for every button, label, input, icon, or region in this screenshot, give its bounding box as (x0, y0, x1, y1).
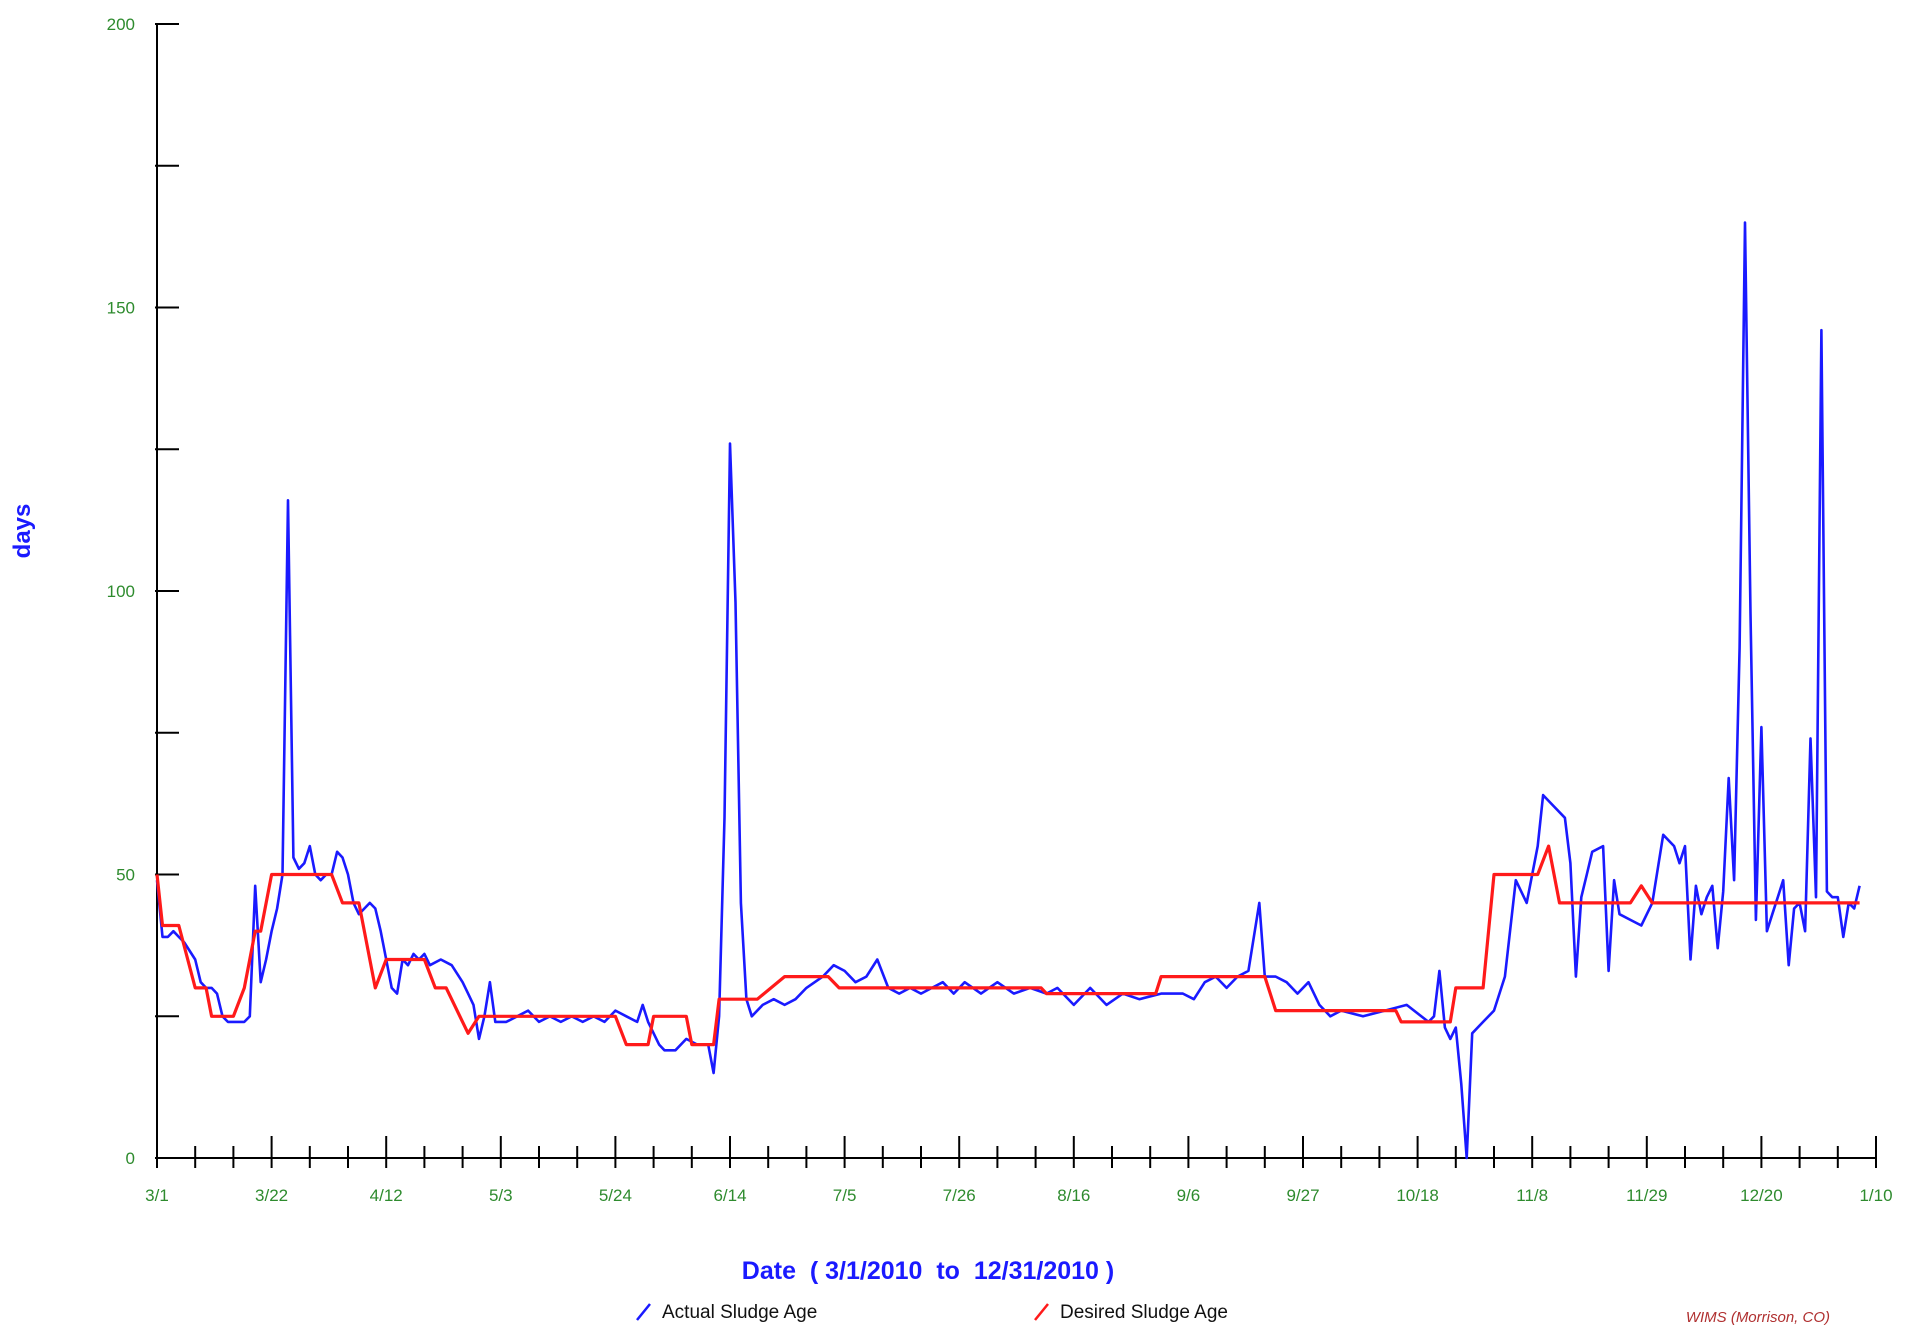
x-tick-label-6-14: 6/14 (713, 1186, 746, 1205)
legend-label-actual: Actual Sludge Age (662, 1302, 817, 1323)
x-tick-label-7-5: 7/5 (833, 1186, 857, 1205)
x-tick-label-4-12: 4/12 (370, 1186, 403, 1205)
legend-label-desired: Desired Sludge Age (1060, 1302, 1228, 1323)
y-tick-label-50: 50 (116, 866, 135, 885)
y-tick-label-200: 200 (107, 15, 135, 34)
x-tick-label-11-8: 11/8 (1516, 1186, 1548, 1205)
legend-item-actual: Actual Sludge Age (636, 1302, 817, 1323)
x-tick-label-8-16: 8/16 (1057, 1186, 1090, 1205)
legend-swatch-actual (636, 1303, 651, 1321)
x-tick-label-5-24: 5/24 (599, 1186, 632, 1205)
x-tick-label-9-6: 9/6 (1177, 1186, 1201, 1205)
legend: Actual Sludge Age Desired Sludge Age (636, 1302, 1228, 1323)
x-tick-label-3-22: 3/22 (255, 1186, 288, 1205)
x-tick-label-11-29: 11/29 (1626, 1186, 1667, 1205)
series-line-desired-sludge-age (155, 844, 1860, 1047)
y-tick-label-100: 100 (107, 582, 135, 601)
series (155, 221, 1861, 1160)
legend-swatch-desired (1034, 1303, 1049, 1321)
credit-text: WIMS (Morrison, CO) (1686, 1309, 1830, 1325)
series-line-actual-sludge-age (155, 221, 1861, 1160)
y-tick-label-0: 0 (126, 1149, 135, 1168)
x-tick-label-5-3: 5/3 (489, 1186, 513, 1205)
x-tick-label-10-18: 10/18 (1396, 1186, 1439, 1205)
x-tick-label-3-1: 3/1 (145, 1186, 169, 1205)
legend-item-desired: Desired Sludge Age (1034, 1302, 1228, 1323)
x-tick-label-1-10: 1/10 (1859, 1186, 1892, 1205)
x-tick-label-7-26: 7/26 (943, 1186, 976, 1205)
y-tick-label-150: 150 (107, 299, 135, 318)
x-tick-label-12-20: 12/20 (1740, 1186, 1783, 1205)
y-axis-title: days (9, 504, 36, 559)
x-axis-title: Date ( 3/1/2010 to 12/31/2010 ) (742, 1257, 1114, 1285)
ticks: 0 50 100 150 200 3/1 3/22 4/12 5/3 5/24 6/14 7/5 7/2… (107, 15, 1893, 1205)
x-tick-label-9-27: 9/27 (1286, 1186, 1319, 1205)
